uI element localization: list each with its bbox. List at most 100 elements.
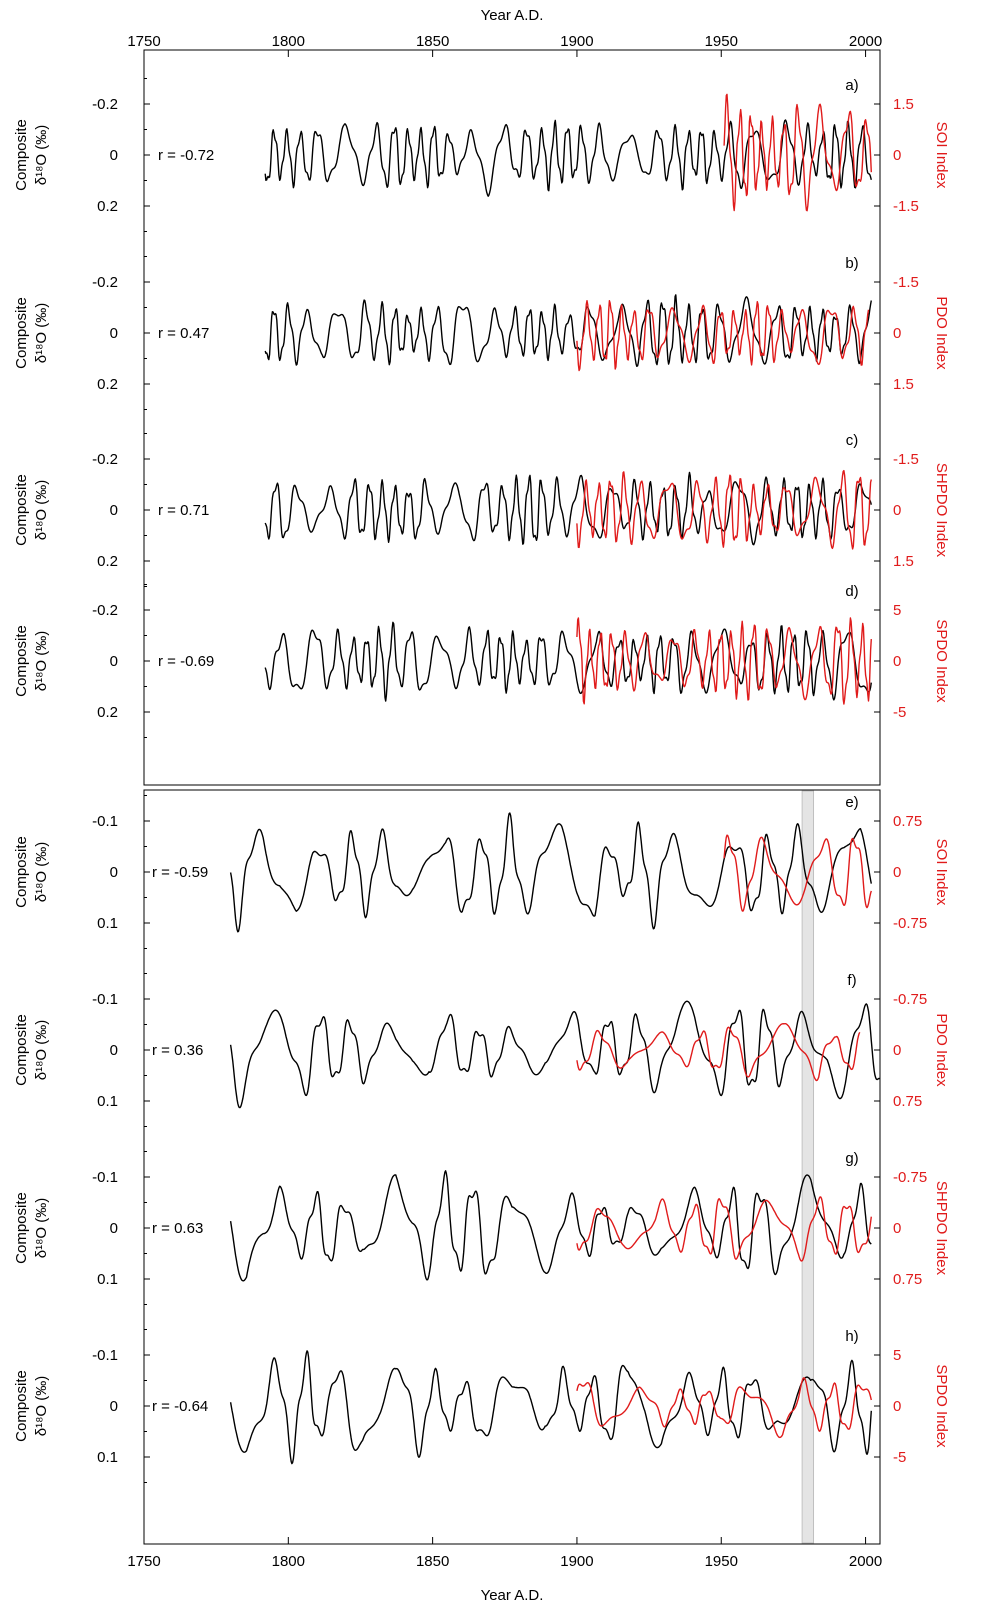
index-series-line [723,834,872,912]
left-y-tick-label: -0.2 [92,274,118,291]
composite-series-line [264,621,872,702]
right-axis-label: PDO Index [933,296,950,370]
right-y-tick-label: -5 [893,1449,906,1466]
right-y-tick-label: -5 [893,704,906,721]
right-axis-label: SPDO Index [933,619,950,703]
left-axis-label: Composite δ¹⁸O (‰) [13,119,50,191]
left-axis-label-line1: Composite [13,836,30,908]
left-y-tick-label: 0.2 [97,704,118,721]
right-y-tick-label: 0 [893,147,901,164]
index-series-line [576,1023,861,1082]
right-y-tick-label: 1.5 [893,553,914,570]
left-axis-label-line1: Composite [13,1192,30,1264]
left-y-tick-label: 0 [110,1398,118,1415]
left-y-tick-label: 0 [110,653,118,670]
left-axis-label-line2: δ¹⁸O (‰) [33,1020,50,1081]
right-y-tick-label: 0 [893,864,901,881]
correlation-text: r = -0.69 [158,653,214,670]
correlation-text: r = -0.72 [158,147,214,164]
right-y-tick-label: 1.5 [893,96,914,113]
left-axis-label-line2: δ¹⁸O (‰) [33,125,50,186]
correlation-text: r = 0.36 [152,1042,203,1059]
right-y-tick-label: 1.5 [893,376,914,393]
bottom-x-axis-title: Year A.D. [481,1587,544,1604]
correlation-text: r = -0.64 [152,1398,208,1415]
left-axis-label-line2: δ¹⁸O (‰) [33,303,50,364]
left-axis-label: Composite δ¹⁸O (‰) [13,297,50,369]
left-axis-label: Composite δ¹⁸O (‰) [13,836,50,908]
right-y-tick-label: 0 [893,653,901,670]
right-y-tick-label: 5 [893,602,901,619]
left-axis-label: Composite δ¹⁸O (‰) [13,1192,50,1264]
panel-label: c) [846,432,859,449]
left-axis-label-line2: δ¹⁸O (‰) [33,480,50,541]
left-y-tick-label: -0.1 [92,1169,118,1186]
correlation-text: r = 0.63 [152,1220,203,1237]
right-y-tick-label: -0.75 [893,991,927,1008]
shaded-interval [801,790,815,1544]
left-axis-label-line1: Composite [13,297,30,369]
left-y-tick-label: 0 [110,1042,118,1059]
right-y-tick-label: 0.75 [893,813,922,830]
left-y-tick-label: -0.1 [92,991,118,1008]
left-y-tick-label: 0.1 [97,1449,118,1466]
right-axis-label: SPDO Index [933,1364,950,1448]
right-y-tick-label: 5 [893,1347,901,1364]
left-y-tick-label: -0.1 [92,1347,118,1364]
index-series-line [576,300,870,372]
panel-b: -0.2 0 0.2 -1.5 0 1.5 Composite δ¹⁸O (‰) PDO Ind… [13,255,950,410]
left-y-tick-label: 0 [110,147,118,164]
left-y-tick-label: 0.2 [97,198,118,215]
bottom-x-tick-label: 2000 [849,1553,882,1570]
panel-e: -0.1 0 0.1 0.75 0 -0.75 Composite δ¹⁸O (‰) SOI I… [13,794,950,949]
bottom-x-tick-label: 1800 [272,1553,305,1570]
top-x-axis-title: Year A.D. [481,7,544,24]
right-y-tick-label: -1.5 [893,451,919,468]
left-y-tick-label: -0.2 [92,451,118,468]
panel-a: -0.2 0 0.2 1.5 0 -1.5 Composite δ¹⁸O (‰) SOI Ind… [13,77,950,232]
top-x-tick-label: 1850 [416,33,449,50]
left-axis-label-line2: δ¹⁸O (‰) [33,1376,50,1437]
panel-label: e) [845,794,858,811]
right-y-tick-label: -0.75 [893,915,927,932]
panel-f: -0.1 0 0.1 -0.75 0 0.75 Composite δ¹⁸O (‰) PDO I… [13,972,950,1127]
panel-label: d) [845,583,858,600]
top-x-tick-label: 1800 [272,33,305,50]
correlation-text: r = -0.59 [152,864,208,881]
right-y-tick-label: 0 [893,325,901,342]
index-series-line [576,469,872,550]
right-axis-label: PDO Index [933,1013,950,1087]
left-y-tick-label: 0.2 [97,553,118,570]
left-axis-label: Composite δ¹⁸O (‰) [13,1370,50,1442]
left-y-tick-label: 0.2 [97,376,118,393]
right-axis-label: SHPDO Index [933,1181,950,1276]
panel-label: b) [845,255,858,272]
index-series-line [576,1196,872,1262]
right-y-tick-label: 0 [893,1398,901,1415]
left-axis-label-line2: δ¹⁸O (‰) [33,631,50,692]
right-axis-label: SHPDO Index [933,463,950,558]
left-axis-label-line2: δ¹⁸O (‰) [33,1198,50,1259]
correlation-text: r = 0.47 [158,325,209,342]
left-axis-label-line1: Composite [13,1014,30,1086]
panel-h: -0.1 0 0.1 5 0 -5 Composite δ¹⁸O (‰) SPDO Index r… [13,1328,950,1483]
composite-series-line [264,294,872,367]
right-y-tick-label: 0.75 [893,1271,922,1288]
composite-series-line [229,1170,872,1282]
index-series-line [723,93,872,212]
left-axis-label-line2: δ¹⁸O (‰) [33,842,50,903]
index-series-line [576,1377,872,1439]
bottom-x-tick-label: 1750 [127,1553,160,1570]
composite-series-line [264,119,872,197]
panel-label: f) [847,972,856,989]
bottom-x-tick-label: 1900 [560,1553,593,1570]
right-y-tick-label: -1.5 [893,274,919,291]
left-axis-label-line1: Composite [13,1370,30,1442]
left-y-tick-label: 0.1 [97,1093,118,1110]
left-axis-label: Composite δ¹⁸O (‰) [13,625,50,697]
right-y-tick-label: 0 [893,1220,901,1237]
composite-series-line [229,1000,881,1109]
upper-block-frame [143,49,881,786]
